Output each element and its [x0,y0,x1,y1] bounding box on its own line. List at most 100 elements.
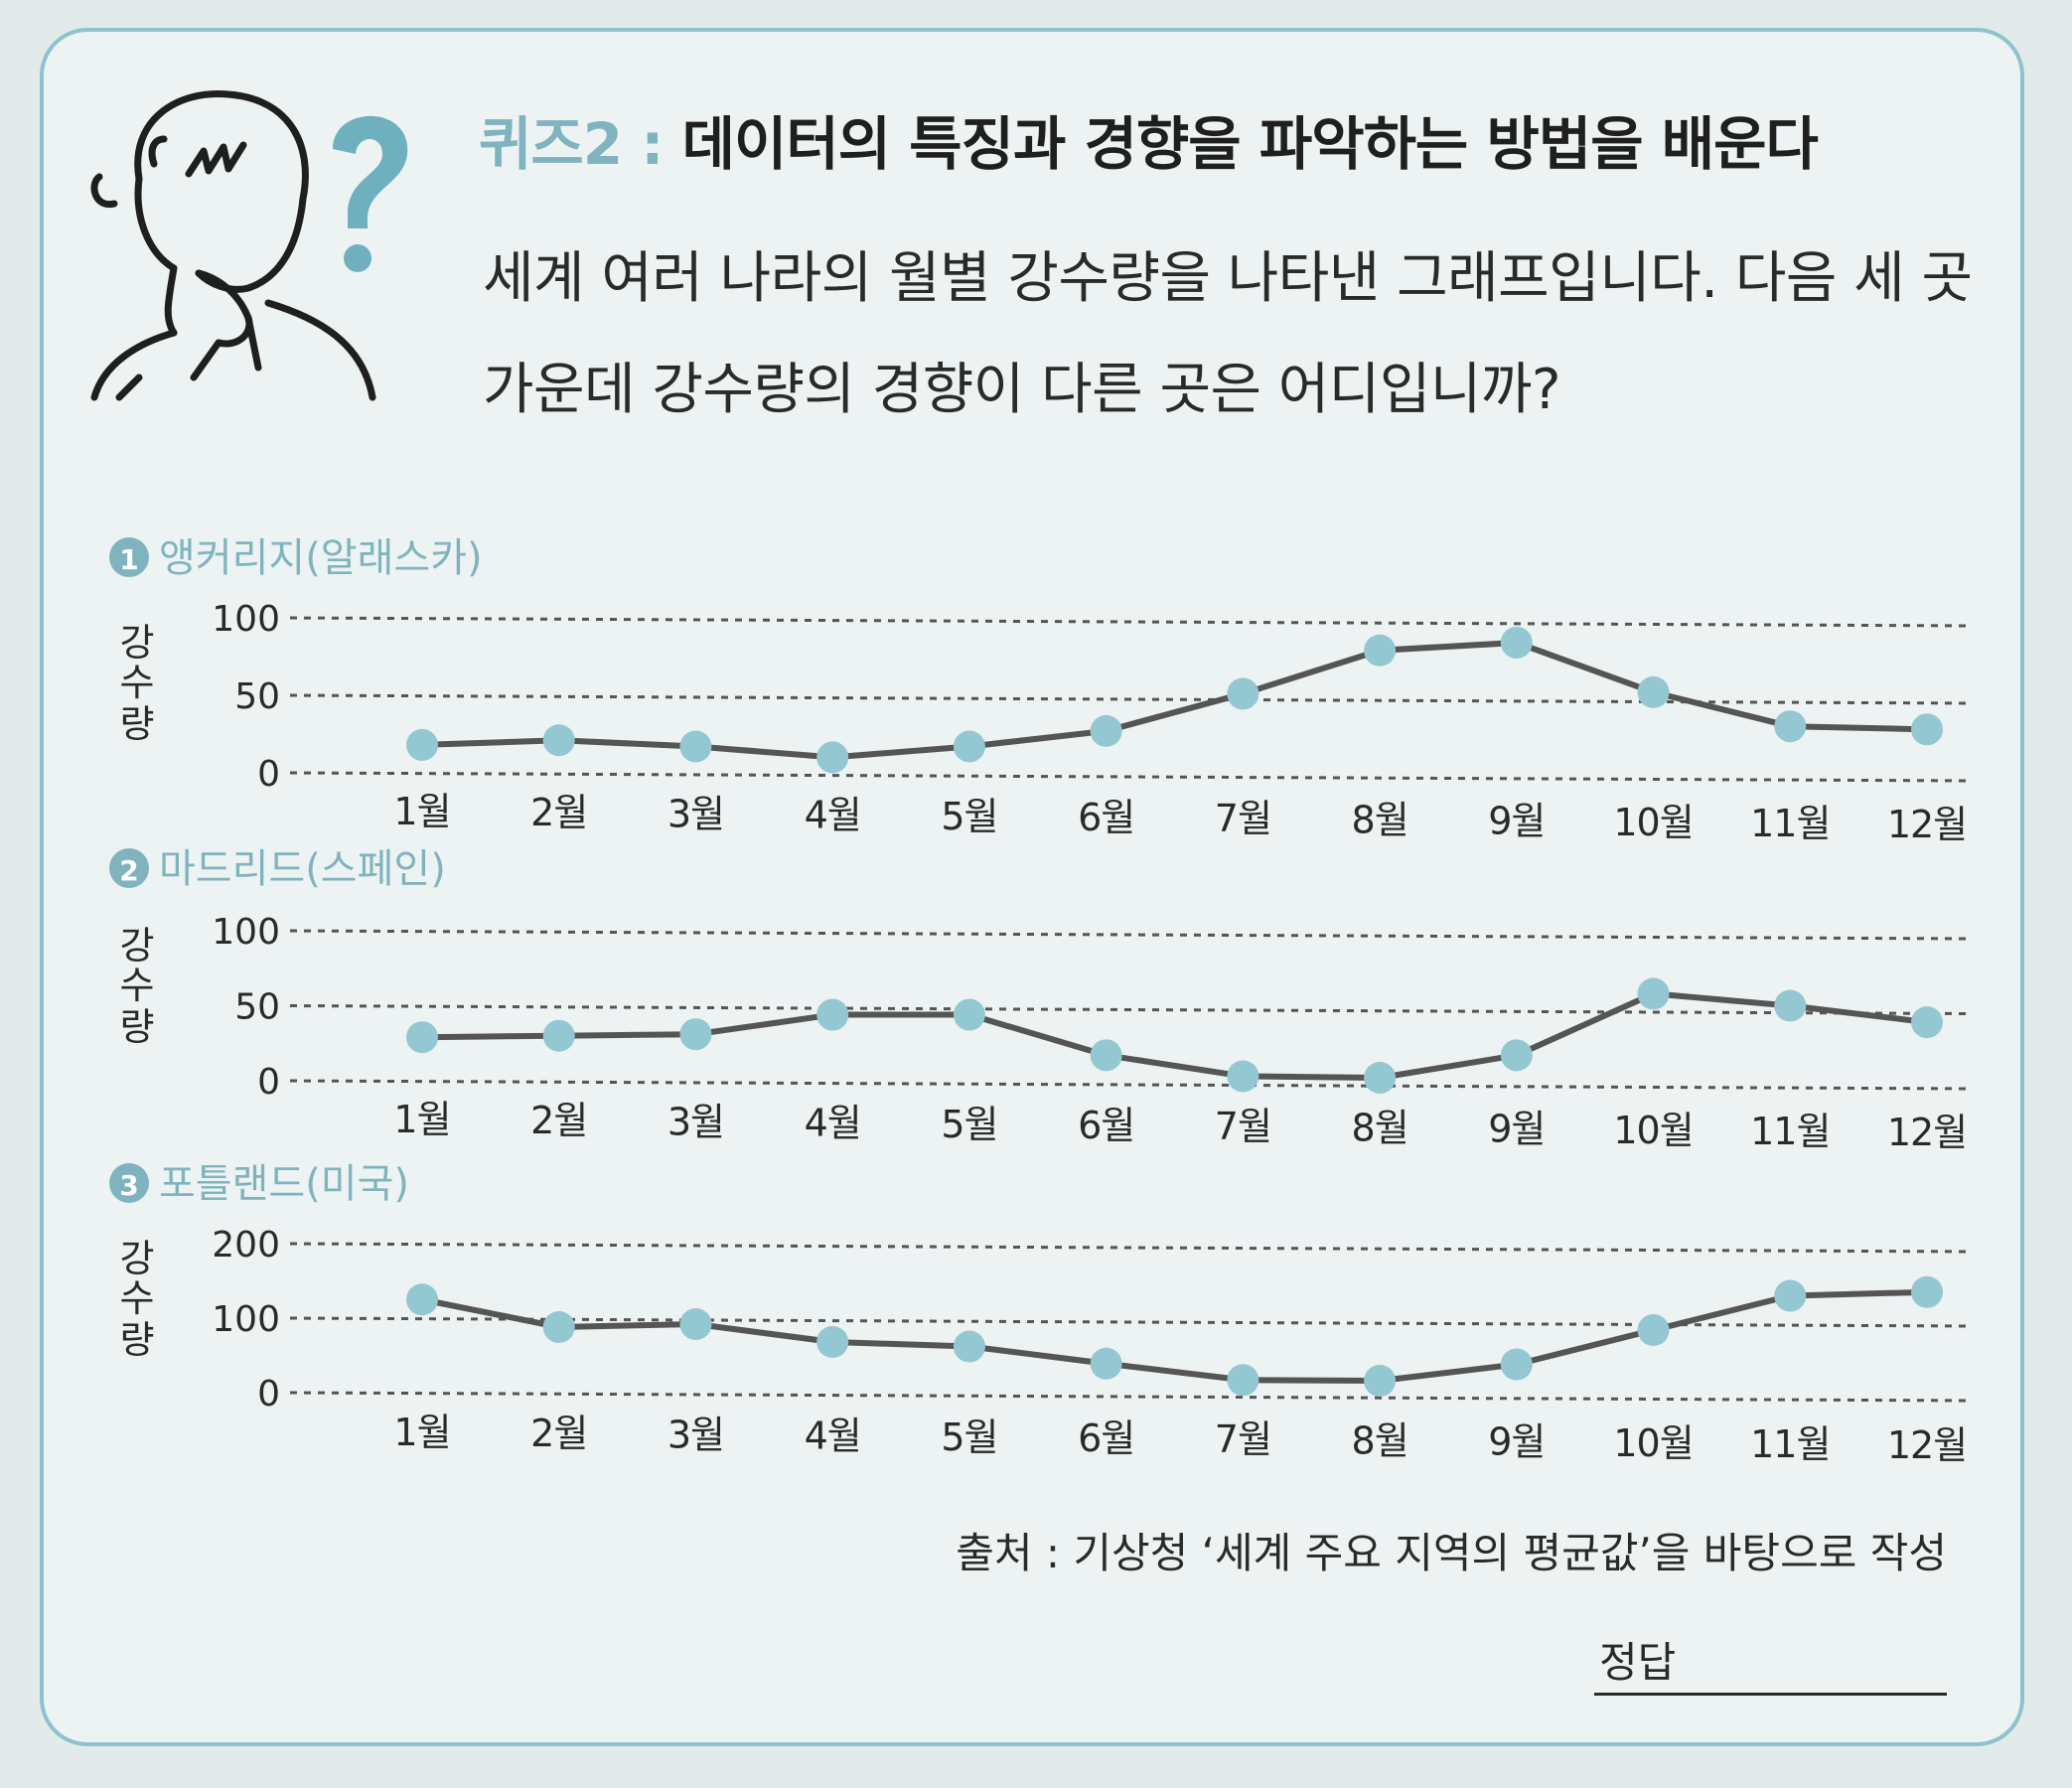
chart-title: 마드리드(스페인) [159,846,446,892]
data-point [953,730,985,763]
x-tick-label: 9월 [1488,1108,1545,1151]
data-point [1090,1039,1122,1072]
x-tick-label: 4월 [805,1415,861,1458]
quiz-card [40,28,2024,1746]
data-point [1774,710,1807,743]
y-tick-label: 100 [212,599,280,640]
x-tick-label: 8월 [1352,1106,1408,1149]
data-point [1500,626,1533,659]
chart-title: 앵커리지(알래스카) [159,535,483,581]
x-tick-label: 9월 [1488,1420,1545,1464]
quiz-label: 퀴즈2 : [479,110,664,178]
answer-line[interactable] [1594,1693,1947,1696]
x-tick-label: 12월 [1887,1423,1967,1467]
x-tick-label: 11월 [1750,1110,1830,1153]
data-point [542,1311,575,1343]
x-tick-label: 6월 [1078,1104,1134,1147]
data-point [1364,1365,1397,1397]
data-point [1090,1347,1122,1380]
series-line [421,639,1928,761]
x-tick-label: 11월 [1750,1422,1830,1466]
data-point [679,1308,712,1340]
x-tick-label: 1월 [393,790,450,833]
y-axis-label-char: 수 [120,661,155,704]
y-tick-label: 100 [212,912,280,953]
question-text: 세계 여러 나라의 월별 강수량을 나타낸 그래프입니다. 다음 세 곳 가운데… [483,246,1973,422]
data-point [1090,714,1122,747]
gridline [289,929,1973,941]
x-tick-label: 7월 [1215,1417,1271,1461]
y-axis-label-char: 강 [120,924,155,968]
data-point [1774,989,1807,1022]
x-tick-label: 10월 [1613,1109,1693,1152]
x-tick-label: 12월 [1887,803,1967,846]
data-point [816,998,849,1031]
x-tick-label: 3월 [667,1100,724,1143]
x-tick-label: 4월 [805,1102,861,1145]
data-point [406,1283,438,1316]
x-tick-label: 6월 [1078,796,1134,839]
x-tick-label: 5월 [941,795,997,838]
gridline [289,1004,1973,1015]
data-point [1500,1348,1533,1381]
x-tick-label: 2월 [530,1099,587,1142]
x-tick-label: 9월 [1488,800,1545,843]
y-axis-label-char: 량 [120,1318,155,1362]
gridline [289,1242,1973,1254]
answer-label: 정답 [1599,1638,1677,1687]
y-axis-label-char: 강 [120,1237,155,1280]
data-point [1227,1364,1259,1397]
y-axis-label-char: 량 [120,1005,155,1049]
x-tick-label: 5월 [941,1103,997,1146]
quiz-title: 퀴즈2 : 데이터의 특징과 경향을 파악하는 방법을 배운다 [479,97,1819,181]
series-line [421,1288,1928,1384]
gridline [289,616,1973,628]
chart-number-badge [109,537,149,577]
x-tick-label: 10월 [1613,801,1693,844]
data-point [1500,1039,1533,1072]
data-point [953,1330,985,1363]
chart-number-badge [109,848,149,888]
data-point [1364,1061,1397,1094]
gridline [289,1079,1973,1091]
quiz-title-text: 데이터의 특징과 경향을 파악하는 방법을 배운다 [681,110,1819,178]
data-point [679,730,712,763]
chart-number-badge [109,1163,149,1203]
y-axis-label-char: 량 [120,702,155,746]
x-tick-label: 12월 [1887,1111,1967,1154]
x-tick-label: 2월 [530,1412,587,1455]
x-tick-label: 7월 [1215,797,1271,840]
x-tick-label: 1월 [393,1411,450,1454]
source-note: 출처 : 기상청 ‘세계 주요 지역의 평균값’을 바탕으로 작성 [956,1529,1947,1577]
series-line [421,990,1928,1081]
x-tick-label: 8월 [1352,1418,1408,1462]
y-axis-label-char: 수 [120,1276,155,1320]
y-axis-label-char: 강 [120,621,155,665]
x-tick-label: 5월 [941,1416,997,1459]
y-tick-label: 200 [212,1225,280,1266]
gridline [289,1391,1973,1403]
data-point [953,998,985,1031]
data-point [816,741,849,774]
x-tick-label: 7월 [1215,1105,1271,1148]
data-point [1774,1279,1807,1312]
data-point [1637,675,1670,708]
x-tick-label: 3월 [667,1413,724,1456]
y-tick-label: 100 [212,1299,280,1340]
x-tick-label: 4월 [805,794,861,837]
thinking-person-icon [90,89,408,401]
data-point [679,1018,712,1051]
gridline [289,693,1973,705]
data-point [406,728,438,761]
y-tick-label: 0 [257,1062,280,1103]
y-tick-label: 0 [257,754,280,795]
x-tick-label: 3월 [667,792,724,835]
chart-number-text: 1 [119,543,138,576]
data-point [816,1326,849,1358]
x-tick-label: 10월 [1613,1421,1693,1465]
x-tick-label: 6월 [1078,1416,1134,1460]
x-tick-label: 1월 [393,1098,450,1141]
y-tick-label: 50 [234,676,280,717]
data-point [1911,1275,1943,1308]
data-point [406,1021,438,1054]
